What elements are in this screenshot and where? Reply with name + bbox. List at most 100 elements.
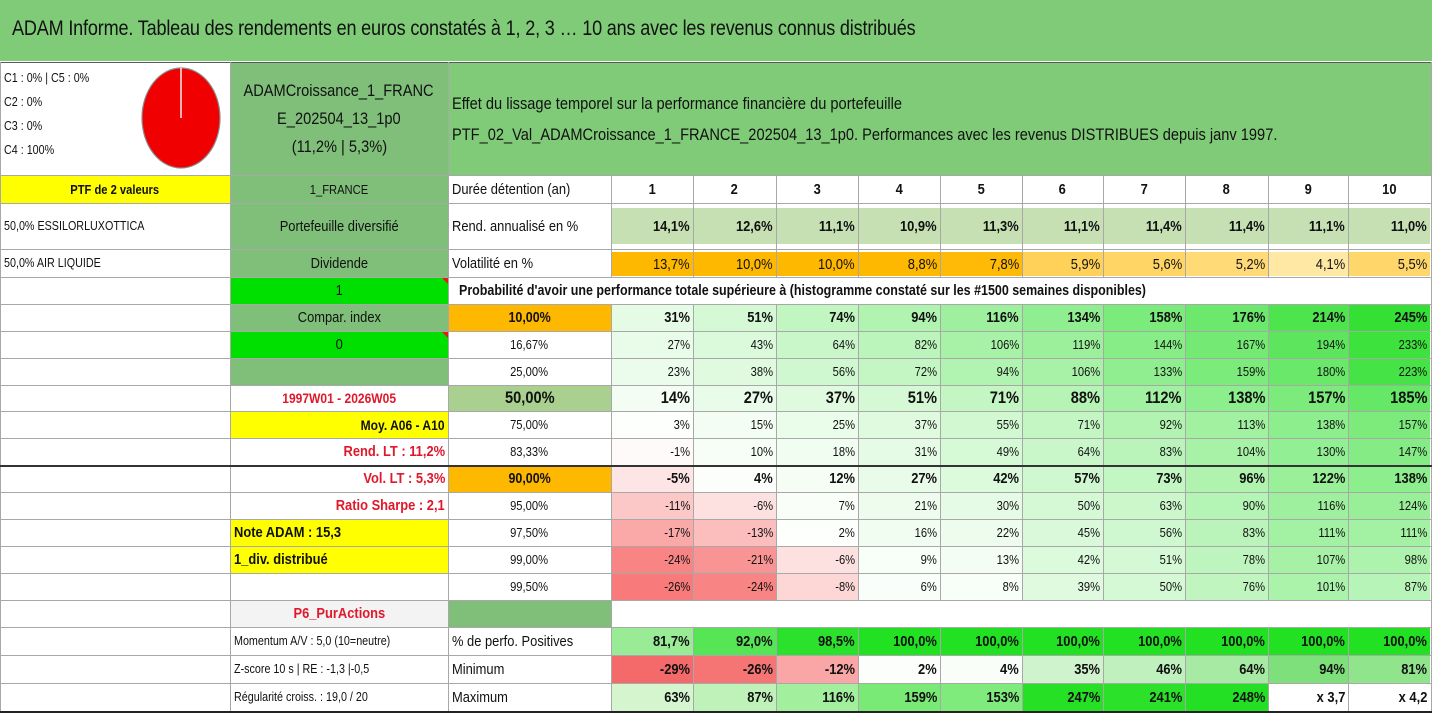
probability-value-text: 50%	[1077, 498, 1100, 513]
probability-value-text: -24%	[663, 552, 690, 567]
probability-value: 25%	[776, 411, 858, 438]
grid-line	[0, 277, 1432, 278]
probability-value-text: -6%	[835, 552, 855, 567]
probability-value-text: 71%	[989, 388, 1019, 407]
probability-value-text: -11%	[664, 498, 690, 513]
probability-threshold: 25,00%	[448, 358, 611, 385]
year-header-text: 10	[1381, 181, 1397, 198]
probability-threshold: 75,00%	[448, 411, 611, 438]
vol-value-text: 8,8%	[907, 255, 937, 273]
probability-value: 3%	[611, 411, 693, 438]
probability-value-text: 98%	[1404, 552, 1427, 567]
vol-value-text: 5,2%	[1235, 255, 1265, 273]
probability-value: 94%	[858, 304, 940, 331]
year-header-text: 5	[977, 181, 985, 198]
probability-value: 72%	[858, 358, 940, 385]
profile-color-cell	[448, 600, 611, 627]
probability-value: 64%	[776, 331, 858, 358]
min-value-text: 81%	[1401, 660, 1427, 678]
probability-value: 96%	[1185, 465, 1268, 492]
probability-value: 73%	[1103, 465, 1185, 492]
probability-value-text: 71%	[1077, 417, 1100, 432]
moy-label-text: Moy. A06 - A10	[361, 416, 445, 433]
year-header-text: 4	[895, 181, 903, 198]
duree-label: Durée détention (an)	[448, 176, 611, 203]
probability-value-text: 57%	[1074, 470, 1100, 487]
max-value-text: x 4,2	[1398, 688, 1427, 706]
max-value-text: x 3,7	[1316, 688, 1345, 706]
max-value-text: 153%	[985, 688, 1019, 706]
grid-line	[858, 304, 859, 600]
title-bar: ADAM Informe. Tableau des rendements en …	[0, 0, 1432, 62]
class-share-2-text: C2 : 0%	[4, 95, 43, 109]
probability-value-text: 122%	[1311, 470, 1345, 487]
probability-value: 2%	[776, 519, 858, 546]
probability-value-text: -17%	[663, 525, 690, 540]
probability-value-text: 133%	[1153, 364, 1182, 379]
max-value: 248%	[1185, 683, 1268, 711]
probability-value: 159%	[1185, 358, 1268, 385]
moy-label: Moy. A06 - A10	[230, 411, 448, 438]
max-value: 116%	[776, 683, 858, 711]
max-value-text: 87%	[747, 688, 773, 706]
perf-positive-value: 100,0%	[1348, 627, 1430, 655]
year-header-text: 2	[730, 181, 739, 198]
probability-value: 101%	[1268, 573, 1348, 600]
grid-line	[1348, 304, 1349, 600]
max-value-text: 248%	[1231, 688, 1265, 706]
probability-value: -17%	[611, 519, 693, 546]
probability-value-text: 112%	[1145, 388, 1182, 407]
grid-line	[0, 600, 1432, 601]
probability-value-text: 3%	[673, 417, 690, 432]
probability-value-text: 124%	[1398, 498, 1427, 513]
min-value-text: 64%	[1239, 660, 1265, 678]
min-value-text: 2%	[918, 660, 937, 678]
probability-value: 4%	[693, 465, 776, 492]
vol-lt-text: Vol. LT : 5,3%	[363, 470, 445, 487]
perf-positive-value-text: 100,0%	[893, 632, 937, 650]
probability-value-text: 130%	[1316, 444, 1345, 459]
probability-value: 113%	[1185, 411, 1268, 438]
probability-value-text: 74%	[829, 309, 855, 326]
probability-value: 83%	[1185, 519, 1268, 546]
probability-value-text: 37%	[825, 388, 855, 407]
probability-threshold: 95,00%	[448, 492, 611, 519]
probability-value: 71%	[940, 385, 1022, 411]
min-value: 2%	[858, 655, 940, 683]
probability-value-text: 245%	[1393, 309, 1427, 326]
probability-value: 15%	[693, 411, 776, 438]
probability-value: 14%	[611, 385, 693, 411]
rend-value-text: 11,1%	[1309, 217, 1345, 235]
grid-line	[940, 627, 941, 711]
probability-value: 42%	[940, 465, 1022, 492]
probability-value: -26%	[611, 573, 693, 600]
probability-value: 104%	[1185, 438, 1268, 465]
momentum: Momentum A/V : 5,0 (10=neutre)	[230, 627, 448, 655]
vol-value: 5,9%	[1022, 252, 1103, 276]
probability-value-text: -8%	[835, 579, 855, 594]
probability-value-text: 27%	[743, 388, 773, 407]
probability-value: 185%	[1348, 385, 1430, 411]
min-value: 81%	[1348, 655, 1430, 683]
probability-value-text: -21%	[746, 552, 773, 567]
min-value-text: -29%	[659, 660, 690, 678]
probability-value-text: 83%	[1242, 525, 1265, 540]
class-share-4: C4 : 100%	[0, 138, 130, 162]
grid-line	[0, 385, 1432, 386]
probability-value-text: 45%	[1077, 525, 1100, 540]
grid-line	[0, 492, 1432, 493]
ptf-label-text: PTF de 2 valeurs	[70, 182, 160, 197]
probability-value-text: 180%	[1316, 364, 1345, 379]
year-header: 3	[776, 176, 858, 203]
min-value-text: -26%	[742, 660, 773, 678]
probability-threshold: 90,00%	[448, 465, 611, 492]
page-title: ADAM Informe. Tableau des rendements en …	[12, 17, 916, 40]
blank-green-cell	[230, 358, 448, 385]
ptf-label: PTF de 2 valeurs	[0, 176, 230, 203]
probability-value: 111%	[1268, 519, 1348, 546]
zscore: Z-score 10 s | RE : -1,3 |-0,5	[230, 655, 448, 683]
probability-value-text: 51%	[907, 388, 937, 407]
probability-threshold: 16,67%	[448, 331, 611, 358]
grid-line	[1268, 175, 1269, 277]
probability-value: 119%	[1022, 331, 1103, 358]
